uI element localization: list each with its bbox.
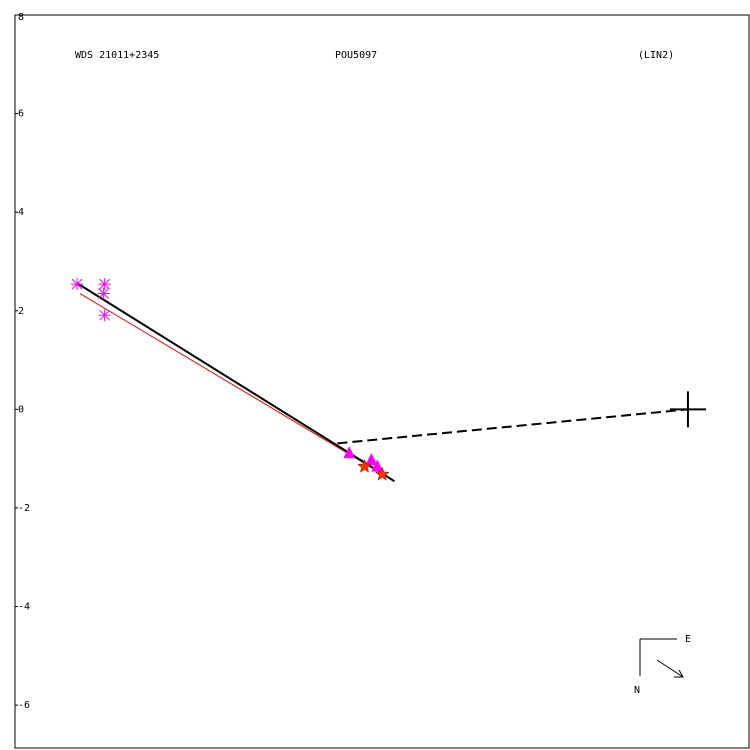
point — [371, 459, 384, 472]
y-tick-label: -2 — [18, 503, 30, 514]
asterisk-stroke — [98, 288, 109, 299]
fit-line — [79, 293, 390, 479]
triangle — [343, 446, 356, 459]
triangle — [365, 453, 378, 466]
asterisk-stroke — [99, 278, 110, 290]
point — [71, 278, 84, 291]
fit-line — [337, 408, 689, 445]
compass: E N — [634, 634, 691, 696]
y-tick-label: 4 — [18, 207, 24, 218]
chart-subtitle: POU5097 — [335, 50, 377, 61]
center-cross — [669, 391, 706, 428]
plot-frame — [14, 14, 750, 749]
annotation: (LIN2) — [638, 50, 674, 61]
asterisk-stroke — [71, 278, 83, 290]
compass-east: E — [685, 634, 691, 645]
asterisk-stroke — [99, 309, 110, 321]
triangle — [371, 459, 384, 472]
star — [357, 458, 372, 473]
fit-line — [76, 282, 396, 483]
compass-arrow-head — [674, 669, 684, 678]
compass-north: N — [634, 685, 640, 696]
point — [343, 446, 356, 459]
y-tick-label: -4 — [18, 602, 30, 613]
point — [97, 287, 110, 300]
point — [98, 309, 111, 322]
compass-arrow — [656, 659, 684, 678]
y-tick-label: 8 — [18, 12, 24, 23]
y-tick-label: -6 — [18, 700, 30, 711]
point — [98, 278, 111, 291]
y-tick-label: 2 — [18, 306, 24, 317]
point — [365, 453, 378, 466]
y-tick-label: 6 — [18, 109, 24, 120]
chart-title: WDS 21011+2345 — [75, 50, 159, 61]
star — [374, 466, 390, 481]
y-tick-label: 0 — [18, 404, 24, 415]
point — [374, 466, 390, 481]
point — [357, 458, 372, 473]
